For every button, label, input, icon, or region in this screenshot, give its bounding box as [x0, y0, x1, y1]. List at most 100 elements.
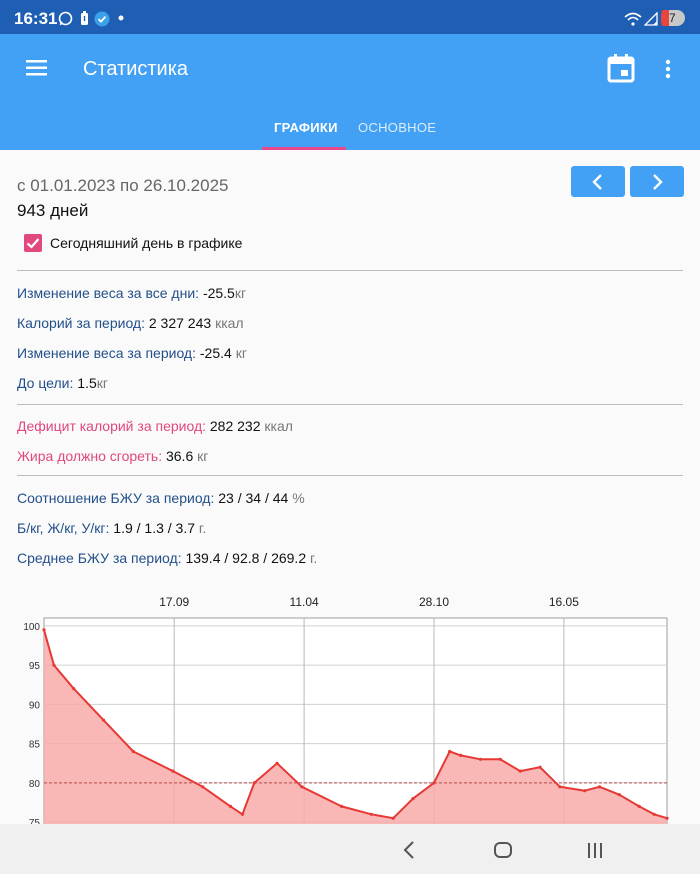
- stat-unit: г.: [198, 520, 207, 536]
- weight-point: [665, 816, 669, 820]
- stat-value: 23 / 34 / 44: [218, 490, 289, 506]
- weight-point: [171, 769, 175, 773]
- stat-value: 1.5: [77, 375, 97, 391]
- weight-point: [201, 785, 205, 789]
- system-nav-bar: [0, 824, 700, 874]
- signal-icon: [644, 12, 658, 26]
- stat-label: Изменение веса за период:: [17, 345, 196, 361]
- status-bar: 16:31 7: [0, 0, 700, 34]
- weight-point: [300, 785, 304, 789]
- stat-value: 139.4 / 92.8 / 269.2: [185, 550, 307, 566]
- y-tick-label: 100: [23, 622, 40, 633]
- weight-line: [43, 629, 668, 820]
- divider: [17, 475, 683, 476]
- weight-point: [448, 749, 452, 754]
- stat-value: -25.4: [199, 345, 232, 361]
- weight-point: [597, 785, 602, 789]
- weight-point: [252, 781, 256, 785]
- home-icon[interactable]: [493, 841, 513, 859]
- whatsapp-icon: [58, 11, 73, 26]
- x-tick-label: 16.05: [549, 595, 579, 609]
- stat-value: 282 232: [209, 418, 261, 434]
- stat-label: Б/кг, Ж/кг, У/кг:: [17, 520, 110, 536]
- stat-macro-per-kg: Б/кг, Ж/кг, У/кг: 1.9 / 1.3 / 3.7 г.: [17, 520, 206, 536]
- weight-point: [411, 797, 415, 801]
- stat-label: Жира должно сгореть:: [17, 448, 163, 464]
- battery-icon: [661, 10, 685, 26]
- weight-point: [432, 781, 436, 785]
- today-in-chart-label[interactable]: Сегодняшний день в графике: [50, 235, 243, 251]
- weight-point: [617, 793, 622, 797]
- tab-graphs[interactable]: ГРАФИКИ: [274, 120, 338, 135]
- weight-point: [228, 804, 233, 808]
- stat-label: До цели:: [17, 375, 74, 391]
- statistics-content[interactable]: с 01.01.2023 по 26.10.2025 943 дней Сего…: [0, 150, 700, 824]
- weight-point: [52, 663, 56, 667]
- today-in-chart-checkbox[interactable]: [24, 234, 42, 252]
- y-tick-label: 95: [29, 661, 41, 672]
- weight-point: [518, 769, 522, 773]
- back-icon[interactable]: [402, 840, 416, 860]
- y-tick-label: 85: [29, 740, 41, 751]
- stat-weight-change-period: Изменение веса за период: -25.4 кг: [17, 345, 247, 361]
- stat-value: 36.6: [165, 448, 194, 464]
- calendar-icon[interactable]: [607, 53, 635, 83]
- period-range: с 01.01.2023 по 26.10.2025: [17, 176, 229, 195]
- divider: [17, 404, 683, 405]
- stat-label: Среднее БЖУ за период:: [17, 550, 182, 566]
- stat-macro-ratio: Соотношение БЖУ за период: 23 / 34 / 44 …: [17, 490, 305, 506]
- more-vert-icon[interactable]: [665, 59, 671, 79]
- weight-point: [459, 753, 463, 757]
- menu-icon[interactable]: [26, 59, 48, 77]
- stat-label: Калорий за период:: [17, 315, 145, 331]
- verified-icon: [94, 11, 110, 27]
- chevron-left-icon: [592, 174, 602, 190]
- stat-to-goal: До цели: 1.5кг: [17, 375, 108, 391]
- stat-label: Изменение веса за все дни:: [17, 285, 200, 301]
- weight-point: [131, 749, 135, 754]
- recents-icon[interactable]: [585, 841, 605, 859]
- tab-main[interactable]: ОСНОВНОЕ: [358, 120, 437, 135]
- weight-point: [101, 718, 106, 722]
- weight-point: [275, 761, 279, 765]
- weight-point: [652, 812, 656, 816]
- period-days: 943 дней: [17, 201, 89, 220]
- y-tick-label: 75: [29, 818, 41, 824]
- prev-period-button[interactable]: [571, 166, 625, 197]
- weight-chart[interactable]: 17.09 11.04 28.10 16.05 100 95 90 85 80 75: [17, 590, 683, 824]
- stat-unit: ккал: [264, 418, 293, 434]
- y-tick-label: 90: [29, 700, 41, 711]
- chevron-right-icon: [653, 174, 663, 190]
- stat-unit: кг: [96, 375, 108, 391]
- page-title: Статистика: [83, 58, 189, 80]
- chart-points: [42, 628, 669, 820]
- stat-unit: %: [292, 490, 305, 506]
- x-tick-label: 11.04: [290, 595, 319, 609]
- weight-point: [391, 816, 395, 820]
- weight-point: [72, 687, 76, 691]
- x-tick-label: 28.10: [419, 595, 449, 609]
- tab-indicator: [262, 147, 346, 150]
- x-axis-ticks: 17.09 11.04 28.10 16.05: [159, 595, 579, 609]
- weight-area: [44, 629, 667, 824]
- y-tick-label: 80: [29, 779, 41, 790]
- stat-label: Соотношение БЖУ за период:: [17, 490, 215, 506]
- weight-point: [478, 757, 483, 761]
- status-time: 16:31: [14, 9, 58, 28]
- next-period-button[interactable]: [630, 166, 684, 197]
- weight-point: [637, 804, 641, 808]
- stat-unit: кг: [197, 448, 209, 464]
- divider: [17, 270, 683, 271]
- stat-unit: кг: [235, 345, 247, 361]
- battery-saver-icon: [81, 11, 88, 25]
- x-tick-label: 17.09: [159, 595, 189, 609]
- app-bar: Статистика ГРАФИКИ ОСНОВНОЕ: [0, 34, 700, 150]
- y-axis-ticks: 100 95 90 85 80 75: [23, 622, 40, 824]
- stat-value: 1.9 / 1.3 / 3.7: [113, 520, 196, 536]
- weight-point: [583, 789, 587, 793]
- weight-point: [340, 804, 344, 808]
- weight-point: [558, 785, 562, 789]
- checkmark-icon: [26, 238, 40, 249]
- battery-level: 7: [669, 11, 676, 25]
- weight-point: [42, 628, 46, 632]
